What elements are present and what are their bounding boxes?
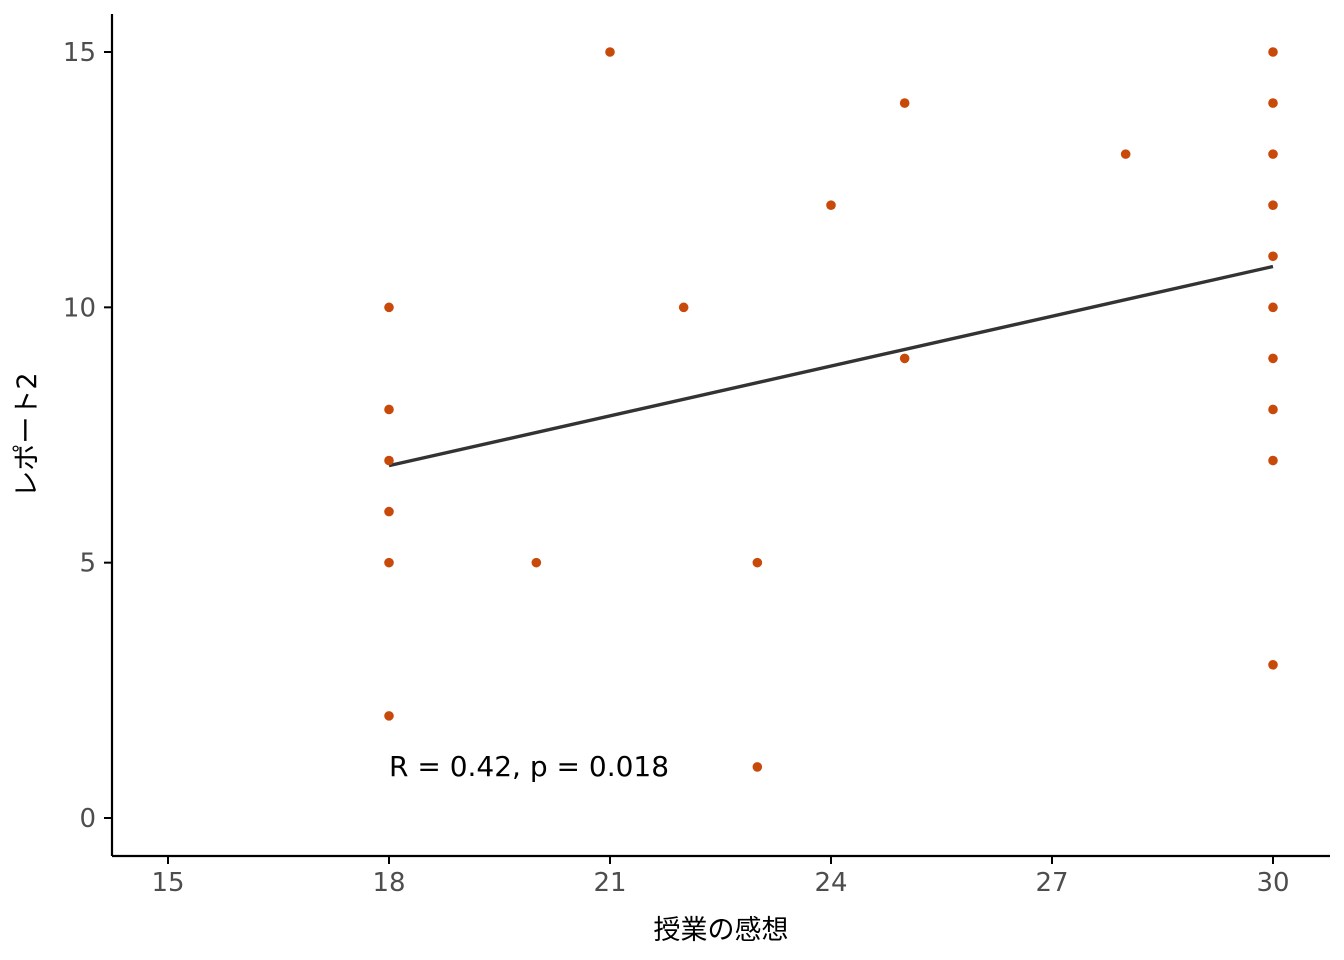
data-point [384,506,394,517]
data-point [1268,47,1278,57]
x-tick-label: 30 [1256,868,1289,898]
regression-layer [388,264,1274,468]
x-tick-label: 18 [372,868,405,898]
data-point [752,557,763,568]
data-point [1268,660,1278,670]
data-point [1268,200,1278,210]
data-point [384,711,394,721]
data-point [752,762,763,772]
data-point [1268,353,1278,364]
y-tick-label: 15 [63,38,96,68]
data-point [531,557,542,568]
data-point [1268,149,1278,159]
x-axis: 15 18 21 24 27 30 [112,854,1330,898]
data-point [826,200,836,210]
data-point [384,404,394,415]
data-point [384,302,394,313]
x-tick-label: 24 [814,868,847,898]
x-tick-label: 27 [1035,868,1068,898]
data-point [678,302,689,313]
data-point [1268,302,1278,313]
data-point [899,98,910,108]
data-point [384,557,394,568]
points-layer [384,47,1278,772]
data-point [899,353,910,364]
y-tick-label: 0 [79,804,96,834]
x-tick-label: 15 [151,868,184,898]
regression-line [388,264,1274,468]
data-point [1268,455,1278,466]
y-tick-label: 10 [63,293,96,323]
correlation-annotation: R = 0.42, p = 0.018 [389,750,669,783]
data-point [1268,251,1278,262]
data-point [1268,404,1278,415]
data-point [384,455,394,466]
x-tick-label: 21 [593,868,626,898]
data-point [1120,149,1131,159]
data-point [605,47,615,57]
y-axis-title: レポート2 [12,372,43,497]
data-point [1268,98,1278,108]
y-tick-label: 5 [79,549,96,579]
y-axis: 0 5 10 15 [63,14,114,856]
x-axis-title: 授業の感想 [654,915,789,946]
